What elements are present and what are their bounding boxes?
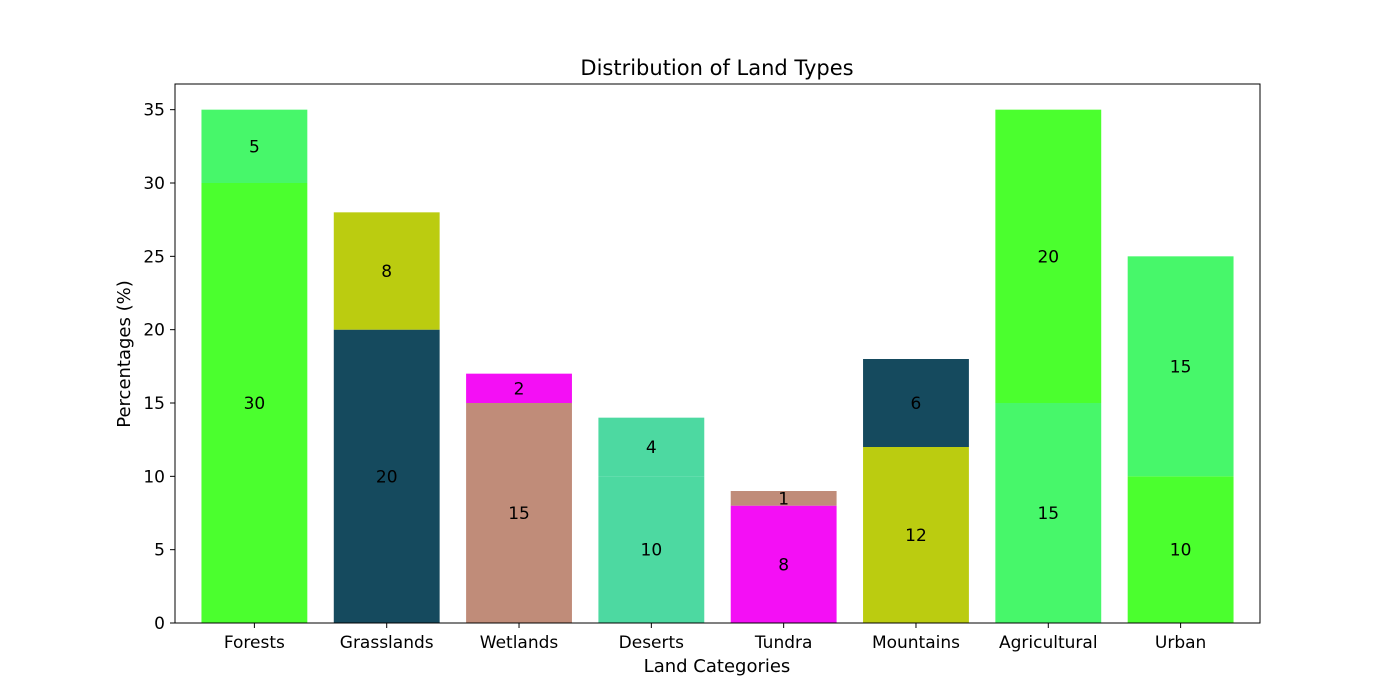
data-label: 4 — [646, 438, 657, 458]
data-label: 12 — [905, 526, 927, 546]
bar-wetlands-segment-2 — [466, 373, 572, 403]
x-tick-label-wetlands: Wetlands — [480, 633, 559, 653]
bar-wetlands-segment-1 — [466, 403, 572, 623]
data-label: 8 — [778, 555, 789, 575]
x-axis-label: Land Categories — [644, 656, 791, 677]
data-label: 6 — [911, 394, 922, 414]
x-tick-label-agricultural: Agricultural — [999, 633, 1098, 653]
y-tick-label: 25 — [143, 247, 165, 267]
y-tick-label: 10 — [143, 467, 165, 487]
bar-urban-segment-2 — [1127, 256, 1234, 477]
data-label: 15 — [1170, 357, 1192, 377]
data-label: 2 — [514, 379, 525, 399]
x-tick-label-forests: Forests — [224, 633, 285, 653]
x-tick-label-tundra: Tundra — [754, 633, 813, 653]
y-tick-label: 35 — [143, 101, 165, 121]
data-label: 1 — [778, 489, 789, 509]
x-tick-label-urban: Urban — [1155, 633, 1206, 653]
data-label: 8 — [381, 262, 392, 282]
bar-mountains-segment-1 — [863, 447, 969, 623]
y-axis: 0 5 10 15 20 25 30 35 — [143, 101, 175, 634]
bars-group: 30 5 20 8 15 2 10 4 8 1 12 6 15 20 10 15 — [201, 109, 1234, 623]
plot-frame — [174, 83, 1261, 624]
bar-agricultural-segment-1 — [995, 403, 1102, 623]
chart-title: Distribution of Land Types — [580, 56, 853, 80]
data-label: 15 — [508, 504, 530, 524]
y-tick-label: 0 — [154, 614, 165, 634]
y-tick-label: 20 — [143, 321, 165, 341]
bar-deserts-segment-1 — [598, 476, 705, 623]
data-label: 20 — [376, 467, 398, 487]
bar-agricultural-segment-2 — [995, 109, 1102, 404]
data-label: 10 — [1170, 541, 1192, 561]
data-label: 10 — [641, 541, 663, 561]
x-tick-label-deserts: Deserts — [619, 633, 685, 653]
y-tick-label: 5 — [154, 541, 165, 561]
x-axis: Forests Grasslands Wetlands Deserts Tundra Mo… — [224, 623, 1206, 653]
y-axis-label: Percentages (%) — [114, 280, 135, 428]
bar-urban-segment-1 — [1127, 476, 1234, 623]
y-tick-label: 30 — [143, 174, 165, 194]
data-label: 30 — [244, 394, 266, 414]
data-label: 20 — [1037, 247, 1059, 267]
x-tick-label-grasslands: Grasslands — [340, 633, 434, 653]
data-label: 15 — [1037, 504, 1059, 524]
bar-mountains-segment-2 — [863, 359, 969, 447]
bar-deserts-segment-2 — [598, 417, 705, 477]
bar-tundra-segment-2 — [730, 491, 837, 506]
x-tick-label-mountains: Mountains — [872, 633, 960, 653]
bar-tundra-segment-1 — [730, 505, 837, 623]
bar-grasslands-segment-1 — [333, 329, 440, 623]
data-label: 5 — [249, 137, 260, 157]
bar-forests-segment-2 — [201, 109, 308, 183]
bar-grasslands-segment-2 — [333, 212, 440, 330]
bar-forests-segment-1 — [201, 183, 308, 623]
y-tick-label: 15 — [143, 394, 165, 414]
